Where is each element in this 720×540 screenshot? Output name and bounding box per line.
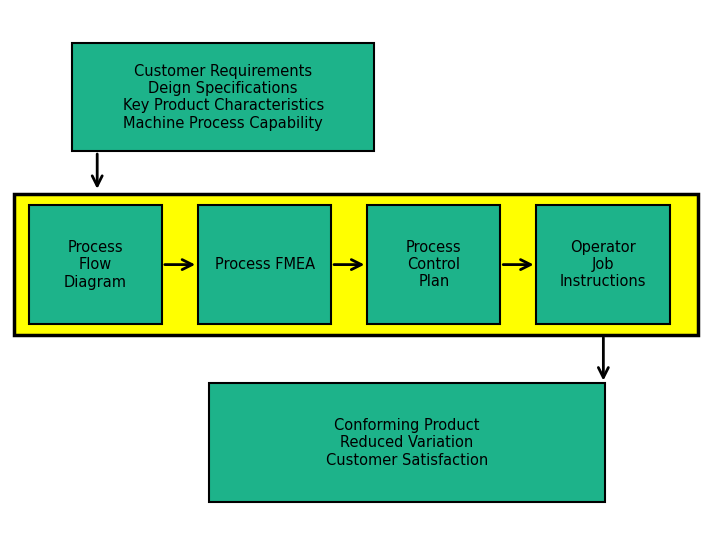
Text: Conforming Product
Reduced Variation
Customer Satisfaction: Conforming Product Reduced Variation Cus… [325,418,488,468]
Bar [14,194,698,335]
Bar [72,43,374,151]
Text: Process
Control
Plan: Process Control Plan [406,240,462,289]
Bar [198,205,331,324]
Bar [367,205,500,324]
Text: Process FMEA: Process FMEA [215,257,315,272]
Text: Process
Flow
Diagram: Process Flow Diagram [64,240,127,289]
Bar [29,205,162,324]
Bar [209,383,605,502]
Bar [536,205,670,324]
Text: Operator
Job
Instructions: Operator Job Instructions [559,240,647,289]
Text: Customer Requirements
Deign Specifications
Key Product Characteristics
Machine P: Customer Requirements Deign Specificatio… [122,64,324,131]
